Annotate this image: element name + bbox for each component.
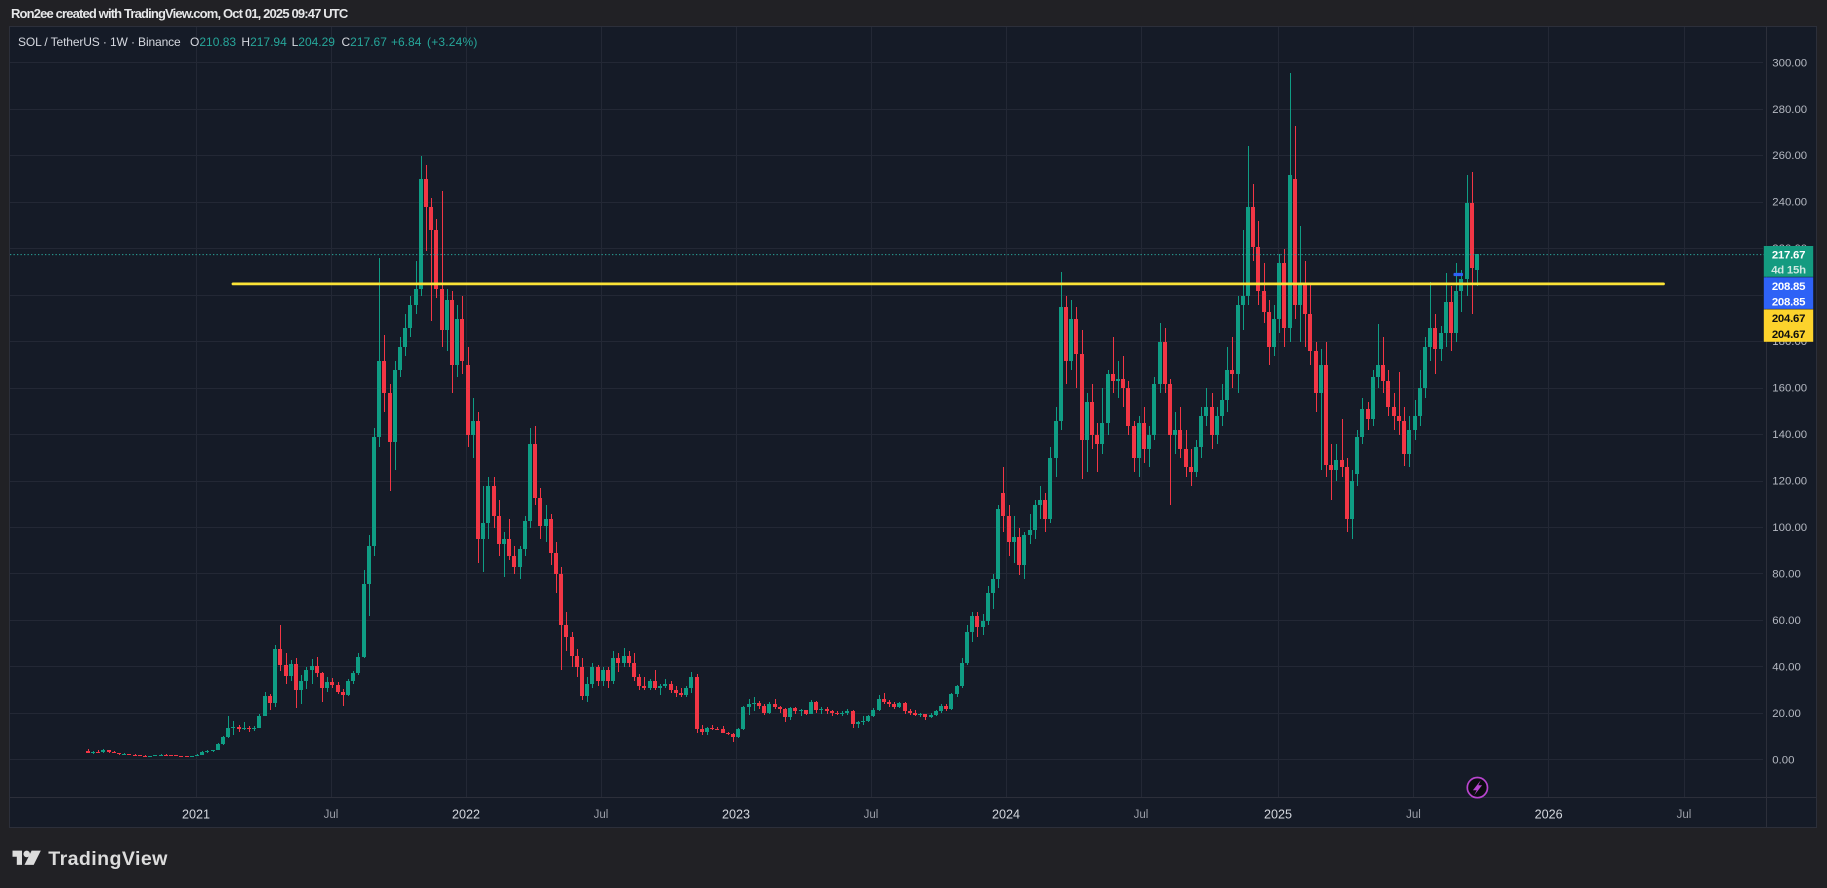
- svg-text:217.67: 217.67: [1772, 250, 1805, 262]
- svg-text:Jul: Jul: [324, 809, 339, 821]
- svg-text:2022: 2022: [452, 807, 480, 821]
- svg-text:204.67: 204.67: [1772, 329, 1805, 341]
- svg-text:2026: 2026: [1535, 807, 1563, 821]
- svg-text:0.00: 0.00: [1772, 754, 1794, 766]
- svg-text:SOL / TetherUS · 1W · Binance: SOL / TetherUS · 1W · Binance: [18, 35, 181, 49]
- svg-text:2024: 2024: [992, 807, 1020, 821]
- svg-text:Jul: Jul: [1406, 809, 1421, 821]
- svg-text:80.00: 80.00: [1772, 568, 1801, 580]
- svg-text:40.00: 40.00: [1772, 661, 1801, 673]
- svg-text:TradingView: TradingView: [48, 848, 168, 870]
- svg-text:208.85: 208.85: [1772, 296, 1806, 308]
- svg-text:Jul: Jul: [594, 809, 609, 821]
- svg-text:2021: 2021: [182, 807, 210, 821]
- svg-text:4d 15h: 4d 15h: [1771, 264, 1806, 276]
- svg-text:100.00: 100.00: [1772, 522, 1807, 534]
- svg-text:60.00: 60.00: [1772, 615, 1801, 627]
- svg-text:2025: 2025: [1264, 807, 1292, 821]
- svg-text:260.00: 260.00: [1772, 150, 1807, 162]
- svg-text:120.00: 120.00: [1772, 476, 1807, 488]
- svg-text:Jul: Jul: [1134, 809, 1149, 821]
- svg-text:208.85: 208.85: [1772, 281, 1806, 293]
- svg-text:240.00: 240.00: [1772, 197, 1807, 209]
- svg-text:Ron2ee created with TradingVie: Ron2ee created with TradingView.com, Oct…: [11, 6, 349, 21]
- svg-text:140.00: 140.00: [1772, 429, 1807, 441]
- svg-text:Jul: Jul: [864, 809, 879, 821]
- svg-text:20.00: 20.00: [1772, 708, 1801, 720]
- svg-text:2023: 2023: [722, 807, 750, 821]
- svg-text:Jul: Jul: [1677, 809, 1692, 821]
- svg-text:160.00: 160.00: [1772, 383, 1807, 395]
- svg-text:204.67: 204.67: [1772, 313, 1805, 325]
- svg-text:300.00: 300.00: [1772, 57, 1807, 69]
- svg-text:280.00: 280.00: [1772, 104, 1807, 116]
